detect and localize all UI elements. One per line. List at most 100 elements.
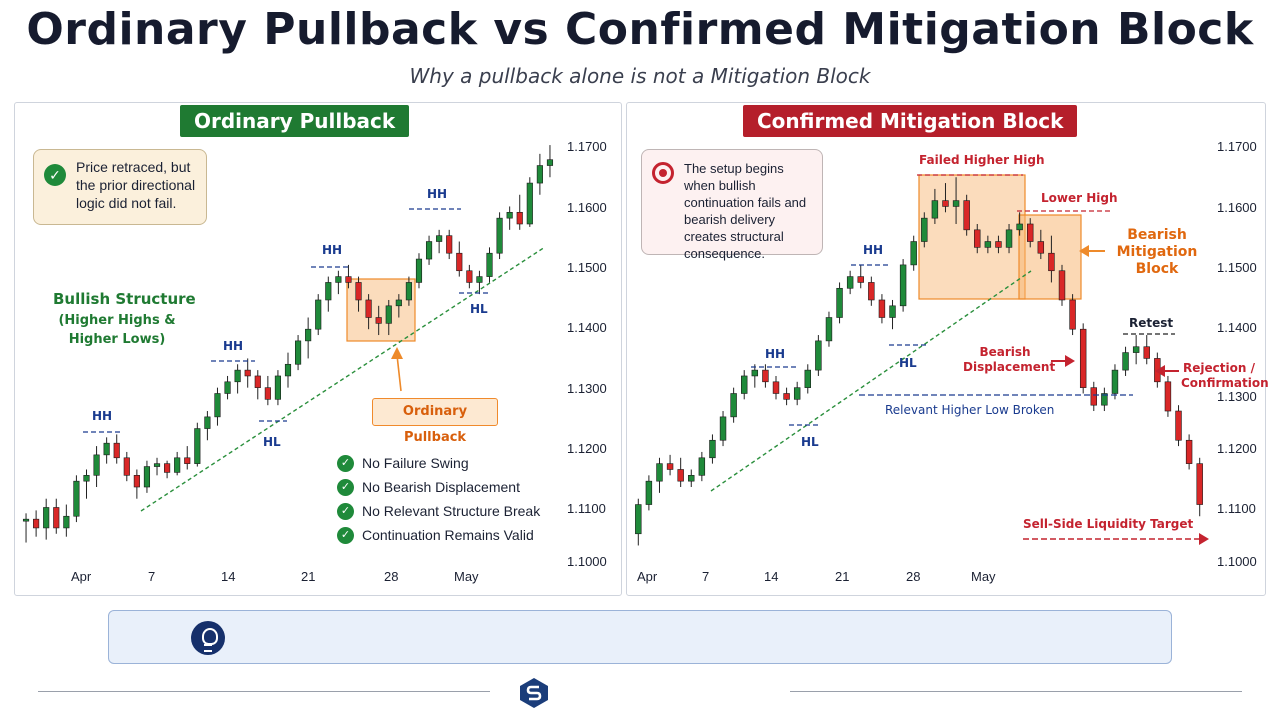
candle-body [952, 200, 960, 207]
checklist-item: ✓ Continuation Remains Valid [337, 523, 540, 547]
candle-body [164, 463, 171, 473]
candle-body [688, 475, 695, 482]
candle-body [963, 200, 970, 231]
footer-divider [38, 691, 490, 692]
candle-body [719, 416, 727, 441]
footer-divider [790, 691, 1242, 692]
date-tick: 21 [301, 569, 316, 584]
candle-body [264, 387, 271, 400]
swing-label-hh: HH [223, 339, 244, 353]
pullback-arrow-head [391, 347, 403, 359]
date-tick: 21 [835, 569, 850, 584]
price-tick: 1.1100 [1217, 501, 1256, 516]
rejection-arrow-head [1155, 365, 1165, 377]
ordinary-pullback-badge: Ordinary Pullback [180, 105, 410, 137]
price-tick: 1.1000 [1217, 554, 1257, 569]
date-tick: 7 [702, 569, 710, 584]
check-icon: ✓ [337, 454, 354, 472]
candle-body [868, 282, 875, 301]
date-tick: 28 [906, 569, 921, 584]
swing-label-hl: HL [470, 302, 488, 316]
price-tick: 1.1700 [567, 139, 607, 154]
left-callout-text: Price retraced, but the prior directiona… [76, 159, 196, 211]
bearish-mitigation-block-label: Bearish Mitigation Block [1116, 227, 1198, 277]
subtitle: Why a pullback alone is not a Mitigation… [409, 64, 871, 88]
candle-body [1164, 381, 1172, 412]
failed-higher-high-label: Failed Higher High [919, 153, 1045, 167]
candle-body [174, 457, 181, 473]
candle-body [931, 200, 939, 219]
candle-body [1058, 270, 1066, 301]
candle-body [33, 518, 40, 529]
candle-body [254, 375, 261, 388]
candle-body [1005, 229, 1013, 248]
mitigation-arrow-head [1079, 245, 1089, 257]
candle-body [645, 480, 653, 505]
candle-body [1111, 369, 1119, 394]
candle-body [153, 463, 161, 467]
candle-body [133, 475, 140, 488]
check-icon: ✓ [337, 478, 354, 496]
candle-body [804, 369, 811, 388]
candle-body [496, 217, 503, 254]
candle-body [1122, 352, 1129, 371]
higher-low-broken-label: Relevant Higher Low Broken [885, 403, 1055, 417]
candle-body [846, 276, 854, 289]
candle-body [709, 439, 716, 459]
ordinary-pullback-panel: Ordinary Pullback ✓ Price retraced, but … [14, 102, 622, 596]
checklist-item: ✓ No Failure Swing [337, 451, 540, 475]
candle-body [1143, 346, 1150, 359]
candle-body [123, 457, 130, 476]
candle-body [325, 282, 332, 301]
right-candle-chart [635, 174, 1209, 546]
candle-body [284, 363, 292, 377]
candle-body [43, 507, 50, 529]
candle-body [375, 317, 382, 324]
price-tick: 1.1700 [1217, 139, 1257, 154]
checklist-item: ✓ No Bearish Displacement [337, 475, 540, 499]
candle-body [762, 369, 769, 383]
swing-label-hh: HH [322, 243, 343, 257]
candle-body [425, 241, 433, 260]
checklist-item: ✓ No Relevant Structure Break [337, 499, 540, 523]
candle-body [656, 463, 663, 482]
candle-body [73, 480, 80, 517]
sell-side-liquidity-label: Sell-Side Liquidity Target [1023, 517, 1194, 531]
candle-body [53, 507, 60, 529]
swing-label-hh: HH [92, 409, 113, 423]
check-icon: ✓ [337, 502, 354, 520]
candle-body [395, 299, 402, 307]
date-tick: 28 [384, 569, 399, 584]
candle-body [83, 475, 90, 482]
candle-body [677, 469, 684, 482]
bearish-displacement-label: Bearish Displacement [963, 345, 1056, 374]
main-title: Ordinary Pullback vs Confirmed Mitigatio… [26, 4, 1254, 55]
candle-body [113, 442, 120, 459]
candle-body [984, 241, 992, 248]
candle-body [1037, 241, 1045, 254]
candle-body [899, 264, 907, 307]
lightbulb-icon [191, 621, 225, 655]
candle-body [910, 241, 917, 266]
candle-body [446, 235, 453, 254]
price-tick: 1.1200 [567, 441, 607, 456]
candle-body [315, 299, 322, 330]
candle-body [751, 369, 759, 377]
candle-body [274, 375, 281, 400]
candle-body [355, 282, 362, 301]
candle-body [1175, 410, 1182, 441]
candle-body [436, 235, 443, 242]
target-icon [652, 162, 674, 184]
candle-body [942, 200, 949, 207]
candle-body [857, 276, 864, 283]
retest-label: Retest [1129, 316, 1174, 330]
candle-body [995, 241, 1002, 248]
swing-label-hh: HH [863, 243, 884, 257]
candle-body [815, 340, 822, 371]
candle-body [783, 393, 790, 400]
swing-label-hl: HL [801, 435, 819, 449]
candle-body [486, 252, 493, 277]
candle-body [506, 211, 513, 219]
candle-body [741, 375, 748, 394]
candle-body [103, 442, 110, 456]
